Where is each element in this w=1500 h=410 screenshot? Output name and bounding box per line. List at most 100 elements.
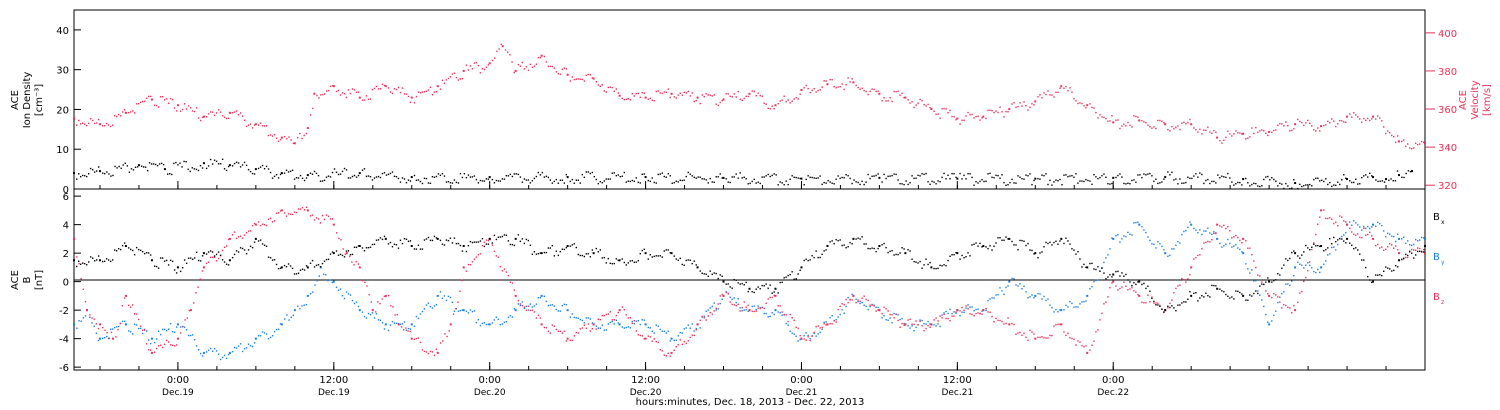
- bz-trace-dot: [84, 300, 87, 303]
- bx-trace-dot: [1221, 290, 1223, 292]
- by-trace-dot: [1227, 238, 1229, 241]
- bz-trace-dot: [1313, 242, 1315, 244]
- bx-trace-dot: [433, 235, 436, 238]
- by-trace-dot: [963, 311, 965, 314]
- density-trace-dot: [1317, 177, 1319, 179]
- top-right-tick-label: 360: [1438, 105, 1457, 116]
- density-trace-dot: [106, 171, 108, 173]
- by-point: [462, 309, 465, 312]
- bx-trace-dot: [707, 275, 709, 277]
- bz-point: [150, 351, 153, 354]
- by-trace-dot: [965, 307, 967, 309]
- bx-trace-dot: [787, 274, 789, 277]
- bx-trace-dot: [149, 254, 152, 256]
- bx-trace-dot: [1077, 250, 1079, 253]
- bx-trace-dot: [361, 247, 364, 249]
- bz-trace-dot: [197, 286, 199, 288]
- by-trace-dot: [381, 322, 384, 324]
- velocity-trace-dot: [1063, 87, 1065, 89]
- by-trace-dot: [509, 315, 512, 317]
- velocity-trace-dot: [1307, 119, 1309, 122]
- bx-trace-dot: [505, 234, 508, 236]
- bx-trace-dot: [1323, 249, 1325, 252]
- bz-trace-dot: [1019, 331, 1021, 334]
- bz-trace-dot: [1103, 303, 1105, 305]
- velocity-trace-dot: [365, 95, 368, 97]
- by-trace-dot: [1187, 226, 1189, 229]
- by-trace-dot: [495, 316, 498, 318]
- velocity-trace-dot: [469, 65, 472, 67]
- density-trace-dot: [219, 163, 222, 165]
- density-trace-dot: [545, 175, 548, 178]
- bx-trace-dot: [1355, 247, 1357, 249]
- bx-trace-dot: [1047, 242, 1049, 245]
- bx-trace-dot: [499, 236, 502, 238]
- by-trace-dot: [927, 320, 929, 323]
- density-trace-dot: [181, 166, 183, 168]
- velocity-trace-dot: [913, 106, 915, 109]
- by-trace-dot: [813, 332, 815, 335]
- bz-trace-dot: [553, 325, 556, 327]
- velocity-point: [904, 96, 907, 99]
- velocity-trace-dot: [1291, 129, 1293, 132]
- velocity-trace-dot: [167, 102, 170, 105]
- density-trace-dot: [118, 165, 120, 168]
- by-trace-dot: [1047, 298, 1049, 300]
- bz-trace-dot: [713, 310, 715, 312]
- velocity-trace-dot: [1261, 129, 1263, 131]
- bz-trace-dot: [473, 258, 476, 260]
- by-trace-dot: [479, 324, 482, 327]
- velocity-trace-dot: [549, 65, 552, 68]
- density-trace-dot: [1119, 173, 1121, 175]
- bz-trace-dot: [975, 312, 977, 315]
- density-trace-dot: [1033, 179, 1035, 182]
- bx-trace-dot: [861, 236, 863, 238]
- velocity-trace-dot: [997, 111, 999, 114]
- density-trace-dot: [999, 177, 1001, 179]
- density-trace-dot: [427, 182, 430, 184]
- density-trace-dot: [677, 181, 679, 183]
- bx-trace-dot: [159, 257, 162, 259]
- by-trace-dot: [1277, 301, 1279, 304]
- by-trace-dot: [817, 333, 819, 335]
- bz-trace-dot: [319, 222, 322, 224]
- density-trace-dot: [535, 175, 538, 178]
- bx-trace-dot: [485, 243, 488, 245]
- bx-trace-dot: [549, 247, 552, 249]
- by-trace-dot: [595, 325, 598, 327]
- by-trace-dot: [161, 328, 164, 331]
- by-trace-dot: [431, 307, 434, 309]
- by-trace-dot: [769, 315, 771, 318]
- bz-trace-dot: [733, 304, 735, 306]
- bx-trace-dot: [497, 236, 500, 238]
- by-trace-dot: [409, 328, 412, 330]
- density-trace-dot: [893, 173, 895, 175]
- density-trace-dot: [891, 174, 893, 177]
- density-trace-dot: [1023, 178, 1025, 180]
- bx-trace-dot: [613, 262, 616, 265]
- density-trace-dot: [1109, 183, 1111, 185]
- bx-trace-dot: [1311, 246, 1313, 248]
- velocity-trace-dot: [1131, 126, 1133, 128]
- by-trace-dot: [379, 319, 382, 322]
- bx-trace-dot: [1147, 285, 1149, 287]
- density-trace-dot: [691, 175, 693, 177]
- velocity-trace-dot: [831, 78, 833, 81]
- density-trace-dot: [134, 166, 137, 169]
- bz-point: [670, 351, 673, 354]
- bx-trace-dot: [347, 250, 350, 252]
- by-trace-dot: [101, 337, 104, 340]
- bz-trace-dot: [465, 270, 468, 272]
- bx-trace-dot: [1283, 264, 1285, 266]
- by-trace-dot: [765, 312, 767, 315]
- density-trace-dot: [937, 180, 939, 182]
- density-trace-dot: [561, 179, 564, 181]
- bottom-left-tick-label: 6: [63, 192, 69, 203]
- bx-trace-dot: [453, 237, 456, 239]
- bz-trace-dot: [823, 323, 825, 325]
- bz-trace-dot: [1405, 256, 1407, 259]
- bz-trace-dot: [457, 301, 459, 303]
- bx-trace-dot: [141, 250, 144, 253]
- bx-trace-dot: [1409, 250, 1411, 253]
- bx-trace-dot: [889, 250, 891, 253]
